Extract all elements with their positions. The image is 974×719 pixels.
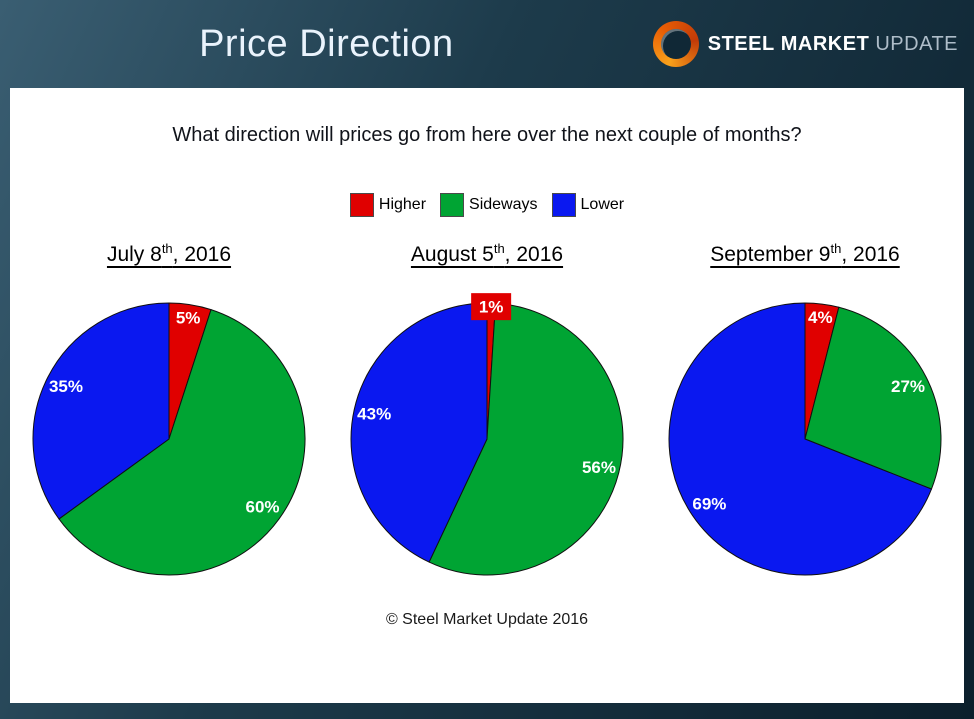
pie-chart-july: 5% 60% 35% (32, 302, 306, 576)
pie-data-label-sideways: 27% (891, 377, 925, 396)
legend-label-sideways: Sideways (469, 196, 538, 213)
logo-word-market: MARKET (780, 32, 870, 55)
pie-data-label-higher: 5% (176, 309, 201, 328)
pie-slice-lower (668, 302, 933, 576)
legend-item-higher: Higher (349, 193, 427, 217)
pie-title-september: September 9th, 2016 (710, 241, 899, 267)
pie-title-september-rest: , 2016 (841, 243, 900, 266)
chart-column-september: September 9th, 2016 4% 27% 69% (646, 233, 964, 585)
pie-title-july-rest: , 2016 (172, 243, 232, 266)
pie-chart-september: 4% 27% 69% (668, 302, 942, 576)
logo-text: STEEL MARKET UPDATE (708, 33, 958, 56)
pie-data-label-lower: 35% (49, 377, 83, 396)
pie-title-august-sup: th (493, 241, 505, 256)
question-text: What direction will prices go from here … (172, 124, 802, 146)
pie-slice-sideways (428, 302, 624, 576)
legend-swatch-sideways (440, 193, 465, 217)
logo-word-update: UPDATE (875, 32, 958, 55)
slide-body: What direction will prices go from here … (10, 88, 964, 703)
legend-swatch-lower (551, 193, 576, 217)
pie-data-label-sideways: 56% (582, 458, 616, 477)
legend-swatch-higher (349, 193, 374, 217)
legend-label-higher: Higher (378, 196, 427, 213)
pie-chart-august: 1% 56% 43% (350, 293, 624, 576)
steel-market-update-logo: STEEL MARKET UPDATE (652, 21, 974, 67)
legend-item-sideways: Sideways (440, 193, 538, 217)
pie-title-august-main: August 5 (410, 243, 494, 266)
pie-data-label-higher: 1% (479, 298, 504, 317)
pie-title-july-sup: th (161, 241, 173, 256)
legend-label-lower: Lower (580, 196, 625, 213)
pie-slice-sideways (804, 306, 942, 490)
pie-data-label-lower: 43% (357, 404, 391, 423)
pie-title-august-rest: , 2016 (504, 243, 564, 266)
page-title: Price Direction (199, 22, 454, 65)
logo-circle-icon (652, 21, 699, 67)
logo-word-steel: STEEL (707, 32, 775, 55)
pie-slice-lower (32, 302, 170, 520)
chart-column-july: July 8th, 2016 5% 60% 35% (10, 233, 328, 585)
pie-label-callout-box (471, 293, 512, 321)
copyright-text: © Steel Market Update 2016 (385, 611, 589, 628)
pie-slice-sideways (58, 309, 306, 576)
charts-row: July 8th, 2016 5% 60% 35% August 5th, 2016… (10, 233, 964, 585)
pie-title-july-main: July 8 (106, 243, 162, 266)
pie-title-september-sup: th (830, 241, 842, 256)
legend: Higher Sideways Lower (349, 193, 625, 217)
chart-column-august: August 5th, 2016 1% 56% 43% (328, 233, 646, 585)
legend-item-lower: Lower (551, 193, 625, 217)
pie-data-label-lower: 69% (692, 494, 726, 513)
pie-title-september-main: September 9 (710, 243, 831, 266)
pie-title-july: July 8th, 2016 (107, 241, 231, 267)
pie-slice-lower (350, 302, 488, 563)
pie-data-label-higher: 4% (808, 308, 833, 327)
slide-header: Price Direction STEEL MARKET UPDATE (0, 0, 974, 88)
pie-data-label-sideways: 60% (246, 497, 280, 516)
pie-title-august: August 5th, 2016 (411, 241, 563, 267)
